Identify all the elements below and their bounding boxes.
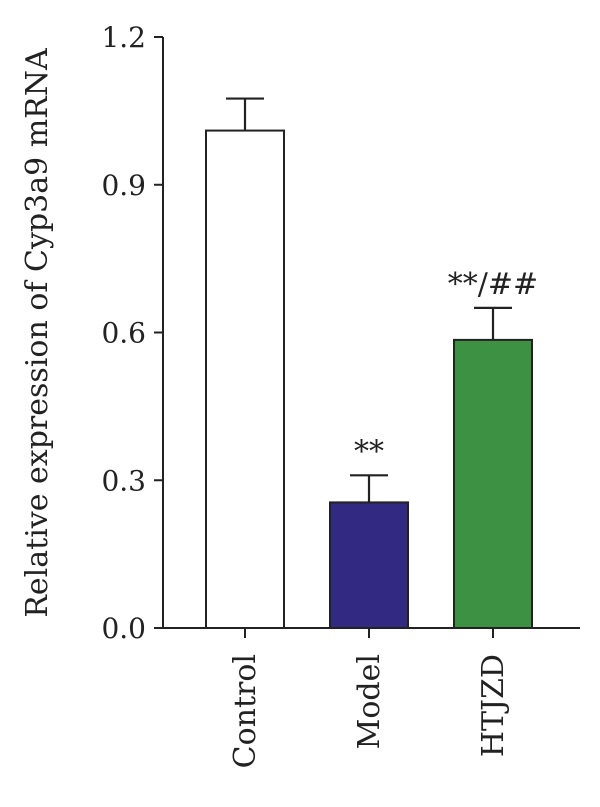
error-bar-htjzd (474, 306, 512, 340)
bar-control (205, 129, 285, 629)
bars: ** **/## (205, 97, 538, 630)
significance-label-model: ** (354, 434, 384, 469)
error-bar-control (226, 97, 264, 131)
x-category-label: Model (352, 654, 387, 749)
error-bar-model (350, 474, 388, 503)
y-tick-label: 1.2 (101, 21, 146, 54)
x-ticks: Control Model HTJZD (228, 628, 511, 768)
y-tick-label: 0.9 (101, 169, 146, 202)
y-axis-title: Relative expression of Cyp3a9 mRNA (20, 48, 55, 618)
y-tick-label: 0.0 (101, 612, 146, 645)
y-tick-label: 0.6 (101, 317, 146, 350)
x-category-label: Control (228, 654, 263, 768)
y-ticks: 0.0 0.3 0.6 0.9 1.2 (101, 21, 163, 645)
bar-htjzd (453, 338, 533, 629)
x-category-label: HTJZD (476, 654, 511, 757)
bar-model (329, 501, 409, 630)
y-tick-label: 0.3 (101, 464, 146, 497)
significance-label-htjzd: **/## (448, 267, 538, 302)
